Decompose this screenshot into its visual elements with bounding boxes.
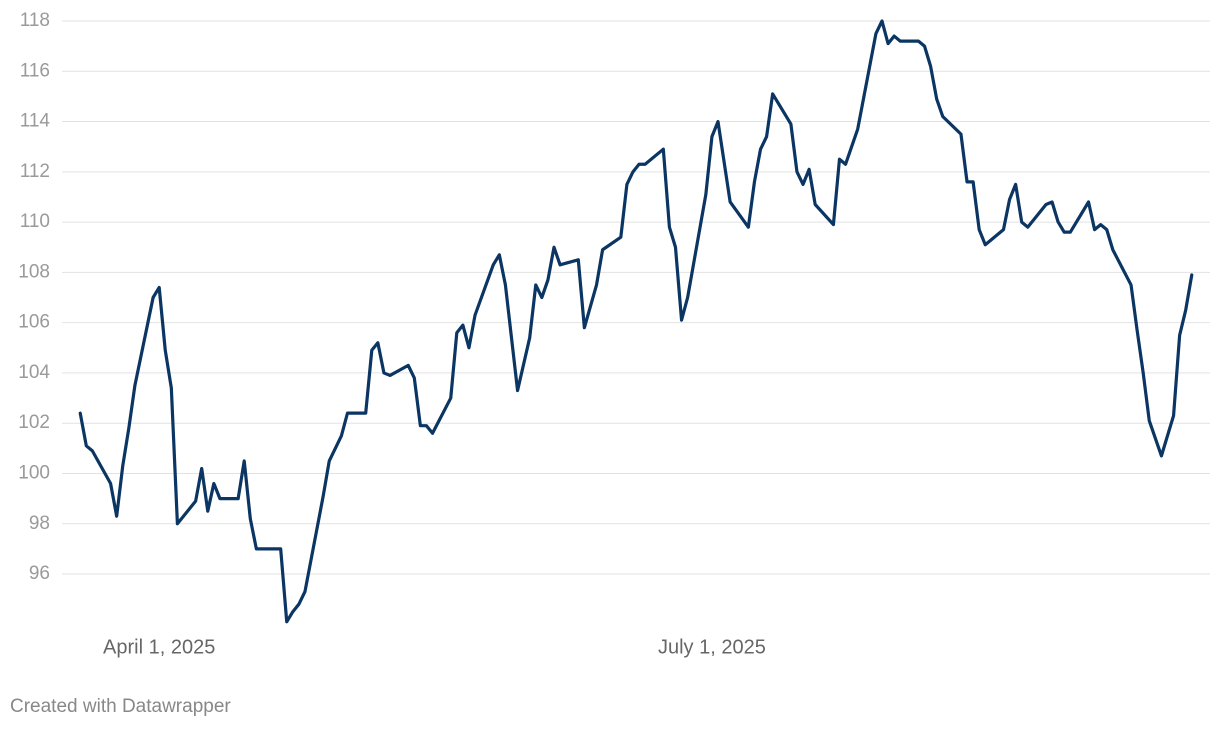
y-tick-label: 118 [20, 10, 50, 31]
y-tick-label: 112 [20, 161, 50, 182]
x-tick-label: April 1, 2025 [103, 636, 215, 658]
footer: Created with Datawrapper [10, 696, 231, 717]
line [78, 19, 1194, 624]
x-tick-label: July 1, 2025 [658, 636, 766, 658]
y-tick-label: 100 [18, 462, 50, 483]
y-tick-label: 106 [18, 312, 50, 333]
y-tick-label: 98 [29, 513, 50, 534]
y-tick-label: 110 [20, 211, 50, 232]
y-tick-label: 96 [29, 563, 50, 584]
y-tick-label: 102 [18, 412, 50, 433]
y-tick-label: 114 [20, 111, 51, 132]
y-tick-label: 104 [18, 362, 50, 383]
y-tick-label: 116 [20, 60, 50, 81]
y-tick-label: 108 [18, 261, 50, 282]
